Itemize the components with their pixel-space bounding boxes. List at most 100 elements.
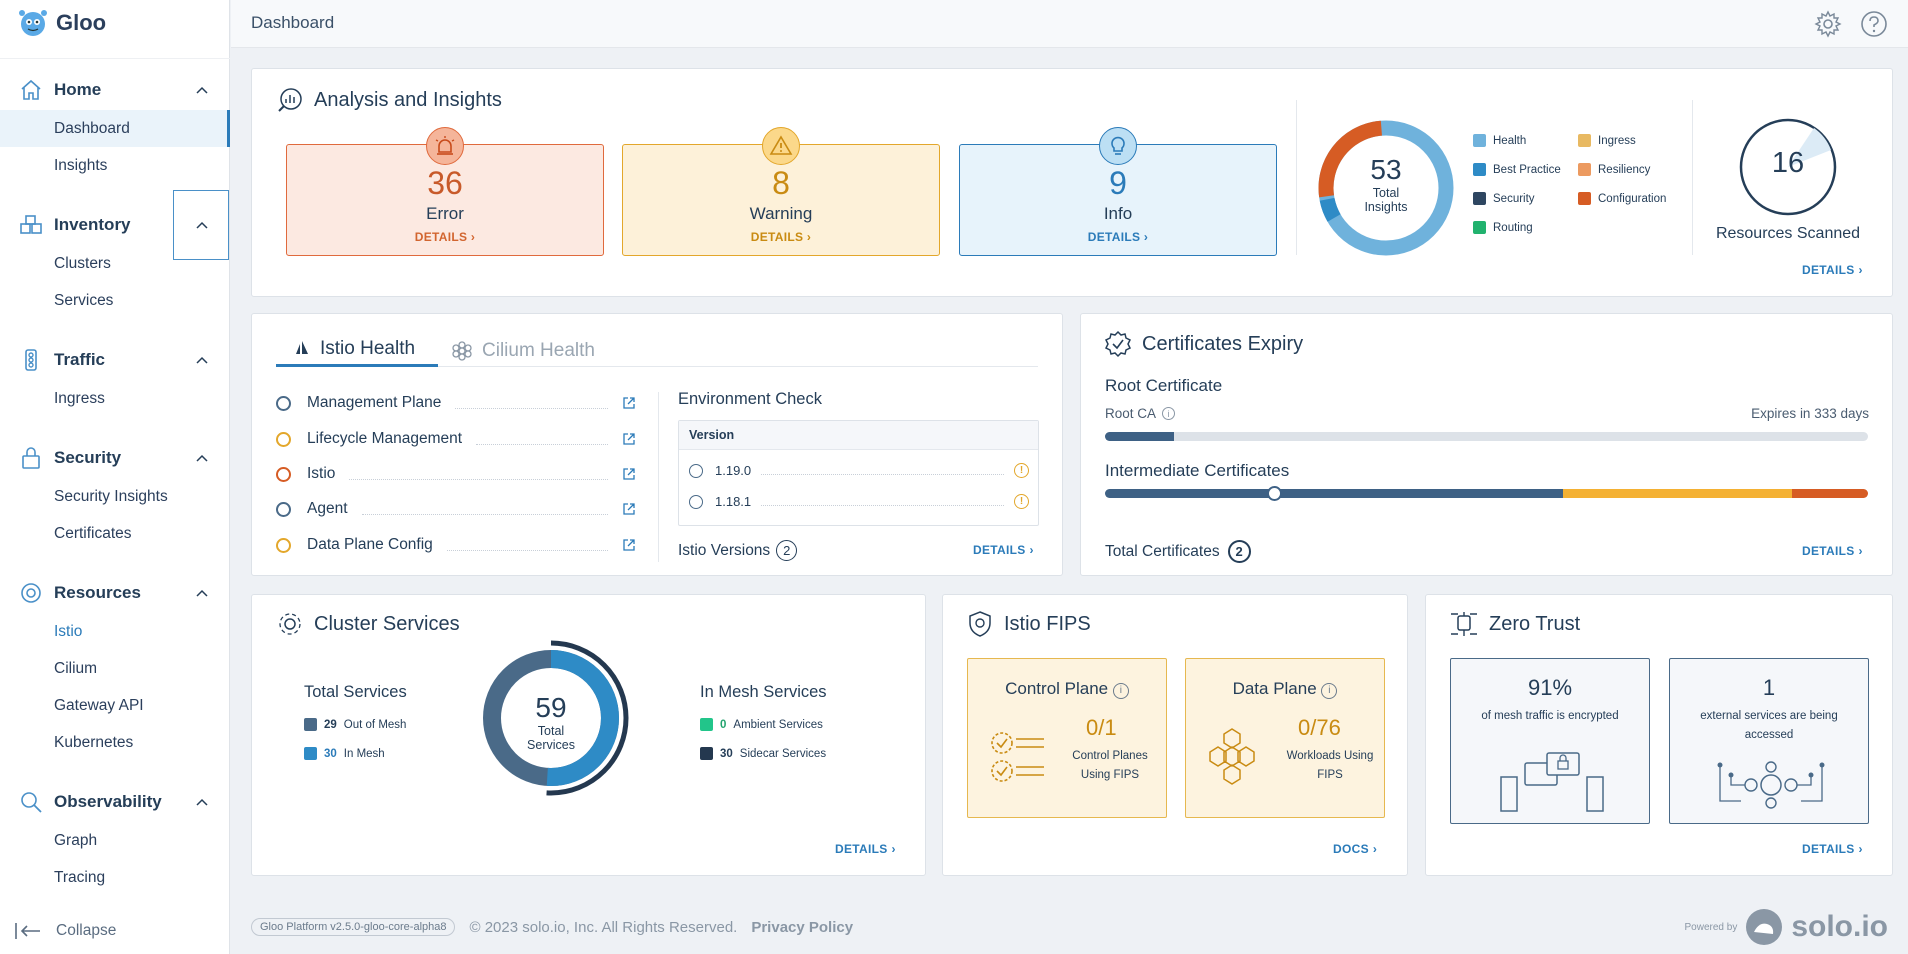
sidebar-item-tracing[interactable]: Tracing (54, 868, 106, 886)
warning-box[interactable]: 8 Warning DETAILS › (622, 127, 940, 256)
nav-head-resources[interactable]: Resources (0, 573, 230, 613)
sidebar-item-insights[interactable]: Insights (54, 156, 108, 174)
inventory-toggle-focus[interactable] (173, 190, 229, 260)
privacy-policy-link[interactable]: Privacy Policy (751, 918, 854, 936)
boxes-icon (18, 212, 44, 238)
external-link-icon[interactable] (622, 467, 636, 481)
external-link-icon[interactable] (622, 432, 636, 446)
donut-segment-in-mesh (483, 650, 619, 786)
health-row-management-plane[interactable]: Management Plane (276, 391, 636, 415)
legend-ambient: 0 Ambient Services (700, 718, 823, 731)
nav-head-traffic[interactable]: Traffic (0, 340, 230, 380)
nav-head-observability[interactable]: Observability (0, 782, 230, 822)
chevron-up-icon[interactable] (194, 585, 210, 601)
tab-istio-health[interactable]: Istio Health (276, 334, 438, 367)
info-icon[interactable]: i (1321, 683, 1338, 699)
zero-trust-details-link[interactable]: DETAILS › (1802, 842, 1863, 856)
legend-ingress: Ingress (1578, 134, 1636, 147)
chevron-up-icon[interactable] (194, 82, 210, 98)
sidebar-item-ingress[interactable]: Ingress (54, 389, 105, 407)
external-link-icon[interactable] (622, 396, 636, 410)
version-row[interactable]: 1.19.0! (689, 463, 1029, 478)
sidebar-item-dashboard[interactable]: Dashboard (0, 110, 230, 147)
error-box[interactable]: 36 Error DETAILS › (286, 127, 604, 256)
nav-label-home: Home (54, 80, 102, 99)
help-icon[interactable] (1860, 10, 1888, 38)
chevron-up-icon[interactable] (194, 217, 210, 233)
info-details-link[interactable]: DETAILS › (1087, 230, 1149, 244)
certificate-badge-icon (1104, 330, 1132, 358)
root-expiry-text: Expires in 333 days (1751, 406, 1869, 421)
nav-label-observability: Observability (54, 792, 162, 811)
sidebar-item-clusters[interactable]: Clusters (54, 254, 111, 272)
version-row[interactable]: 1.18.1! (689, 494, 1029, 509)
warning-details-link[interactable]: DETAILS › (750, 230, 812, 244)
chevron-up-icon[interactable] (194, 794, 210, 810)
chevron-up-icon[interactable] (194, 450, 210, 466)
home-icon (18, 77, 44, 103)
lock-icon (18, 445, 44, 471)
total-insights-label-1: Total (1372, 186, 1400, 200)
divider (658, 392, 659, 562)
cluster-services-card (251, 594, 926, 876)
info-box[interactable]: 9 Info DETAILS › (959, 127, 1277, 256)
data-plane-value: 0/76 (1298, 715, 1341, 740)
health-row-agent[interactable]: Agent (276, 497, 636, 521)
external-services-box: 1 external services are being accessed (1669, 658, 1869, 824)
nav-head-security[interactable]: Security (0, 438, 230, 478)
certificates-details-link[interactable]: DETAILS › (1802, 544, 1863, 558)
legend-swatch-resiliency (1578, 163, 1591, 176)
status-circle-icon (276, 537, 291, 553)
sidebar-item-security-insights[interactable]: Security Insights (54, 487, 168, 505)
legend-routing: Routing (1473, 221, 1533, 234)
info-icon[interactable]: i (1112, 683, 1129, 699)
sidebar-item-istio[interactable]: Istio (54, 622, 83, 640)
info-label: Info (1103, 204, 1133, 223)
legend-swatch-out-of-mesh (304, 718, 317, 731)
topbar: Dashboard (231, 0, 1908, 48)
cluster-services-details-link[interactable]: DETAILS › (835, 842, 896, 856)
version-table: Version (678, 420, 1039, 526)
tab-cilium-health[interactable]: Cilium Health (452, 334, 595, 367)
legend-security: Security (1473, 192, 1535, 205)
sidebar-item-graph[interactable]: Graph (54, 831, 98, 849)
nav-head-inventory[interactable]: Inventory (0, 205, 230, 245)
zero-trust-title: Zero Trust (1449, 610, 1580, 638)
health-details-link[interactable]: DETAILS › (973, 543, 1034, 557)
analysis-title-text: Analysis and Insights (314, 88, 502, 111)
sidebar-item-cilium[interactable]: Cilium (54, 659, 98, 677)
zero-trust-title-text: Zero Trust (1489, 612, 1581, 635)
analysis-details-link[interactable]: DETAILS › (1802, 263, 1863, 277)
solo-logo-icon (1746, 909, 1783, 945)
external-link-icon[interactable] (622, 502, 636, 516)
resources-scanned-count: 16 (1771, 147, 1805, 179)
collapse-button[interactable]: Collapse (14, 922, 116, 940)
sidebar-item-certificates[interactable]: Certificates (54, 524, 132, 542)
total-services-center: 59 Total Services (473, 692, 629, 752)
tab-cilium-health-label: Cilium Health (482, 339, 595, 361)
sidebar-item-gateway-api[interactable]: Gateway API (54, 696, 144, 714)
fips-docs-link[interactable]: DOCS › (1333, 842, 1378, 856)
gloo-logo[interactable]: Gloo (16, 8, 106, 38)
legend-in-mesh: 30 In Mesh (304, 747, 385, 760)
sidebar-item-kubernetes[interactable]: Kubernetes (54, 733, 134, 751)
error-details-link[interactable]: DETAILS › (414, 230, 476, 244)
slider-handle[interactable] (1267, 486, 1282, 501)
encrypted-traffic-box: 91% of mesh traffic is encrypted (1450, 658, 1650, 824)
nav-head-home[interactable]: Home (0, 70, 230, 110)
gear-icon[interactable] (1814, 10, 1842, 38)
encrypted-traffic-value: 91% (1527, 675, 1573, 700)
chevron-up-icon[interactable] (194, 352, 210, 368)
info-icon[interactable]: i (1162, 407, 1176, 420)
health-row-istio[interactable]: Istio (276, 462, 636, 486)
external-link-icon[interactable] (622, 538, 636, 552)
health-row-lifecycle-management[interactable]: Lifecycle Management (276, 427, 636, 451)
legend-best-practice: Best Practice (1473, 163, 1561, 176)
gears-check-icon (991, 732, 1044, 782)
certificates-title: Certificates Expiry (1104, 330, 1303, 358)
sidecar-ring (473, 640, 629, 796)
sidebar-item-services[interactable]: Services (54, 291, 114, 309)
gloo-mascot-icon (19, 10, 47, 36)
istio-fips-title: Istio FIPS (966, 610, 1091, 638)
health-row-data-plane-config[interactable]: Data Plane Config (276, 533, 636, 557)
